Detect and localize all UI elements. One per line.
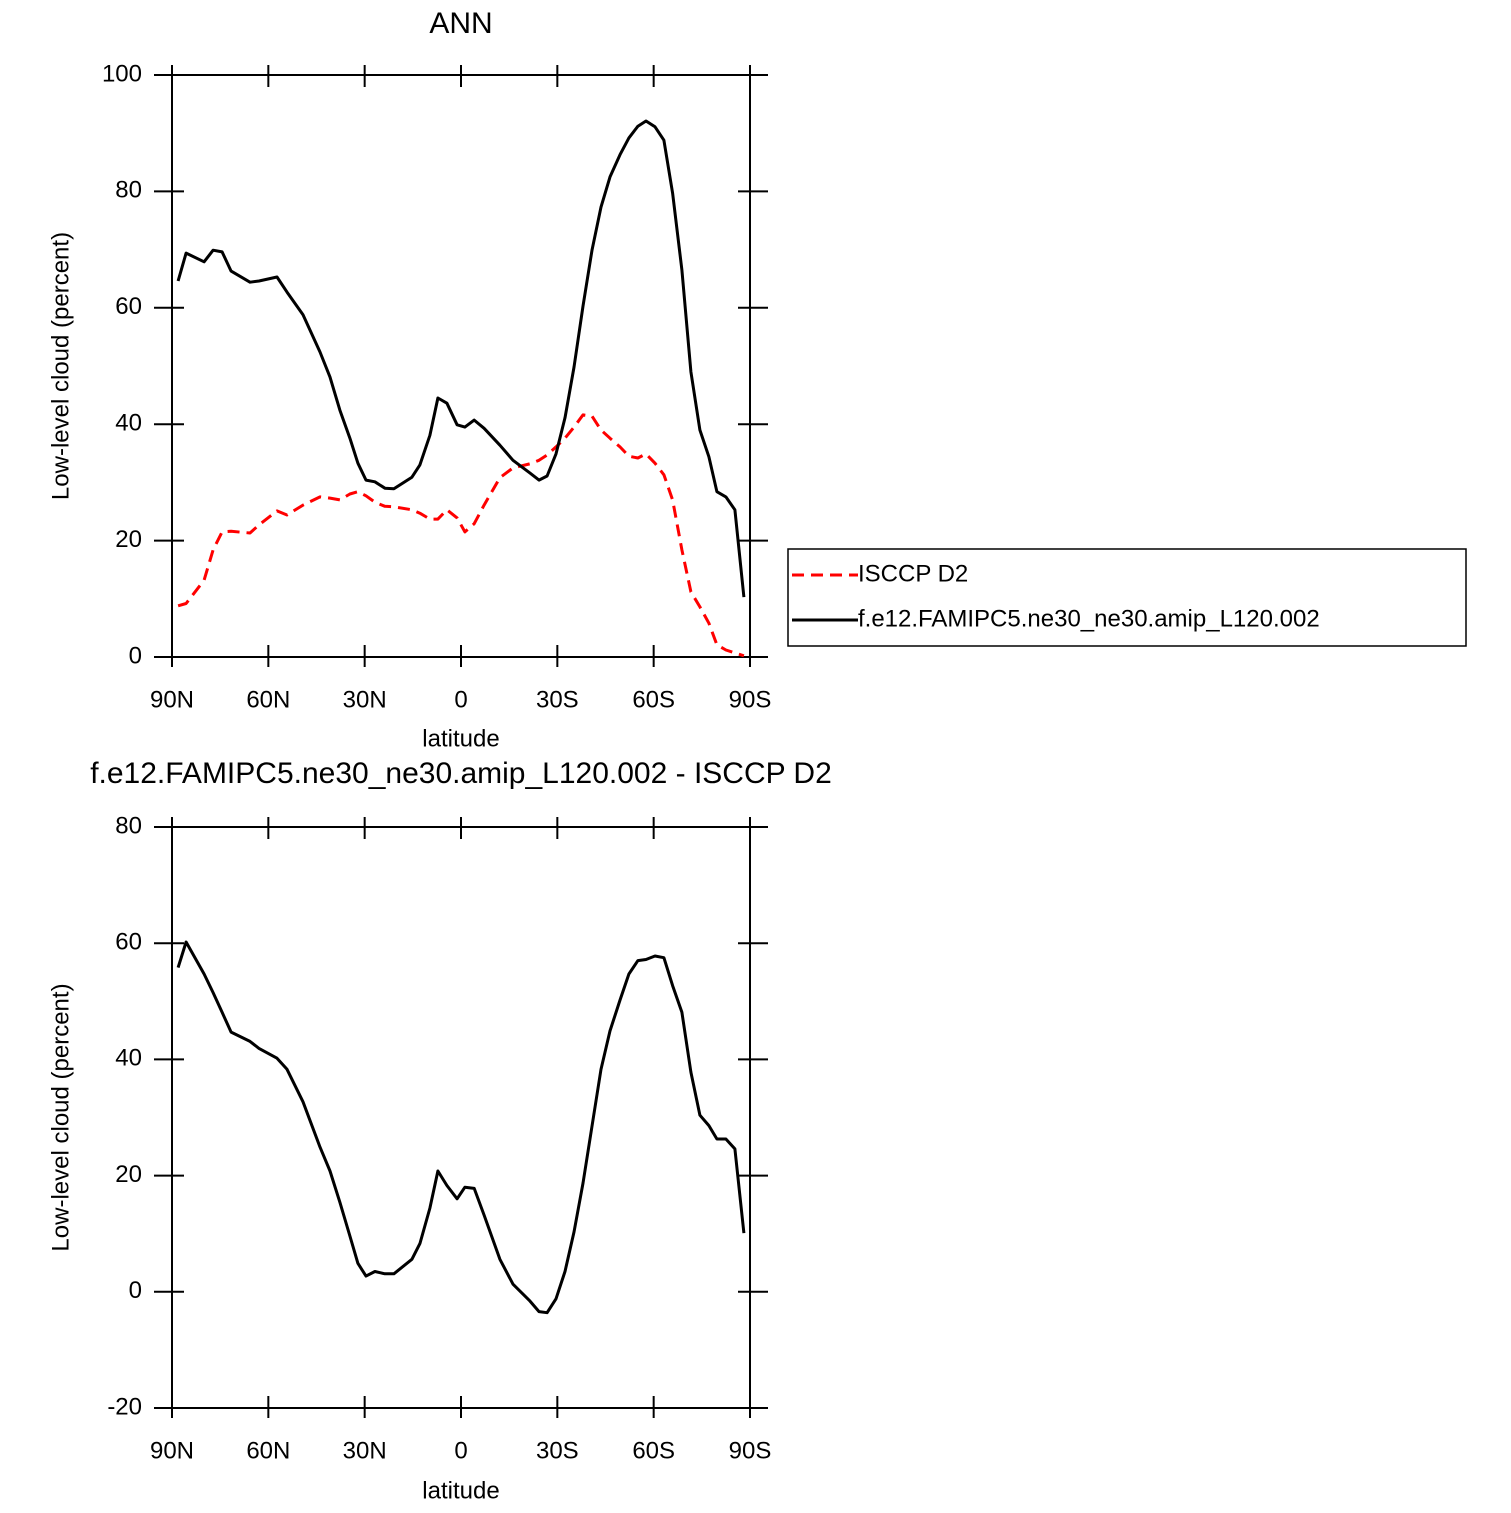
y-axis-title: Low-level cloud (percent) <box>47 983 74 1251</box>
data-line <box>176 119 746 598</box>
x-tick-label: 90S <box>729 1437 772 1464</box>
x-tick-label: 60S <box>632 1437 675 1464</box>
x-tick-label: 90S <box>729 686 772 713</box>
y-axis-title: Low-level cloud (percent) <box>47 232 74 500</box>
x-tick-label: 30N <box>343 1437 387 1464</box>
y-tick-label: 60 <box>115 929 142 956</box>
y-tick-label: 20 <box>115 526 142 553</box>
x-tick-label: 30N <box>343 686 387 713</box>
data-line <box>177 413 745 658</box>
x-tick-label: 60N <box>246 1437 290 1464</box>
legend-box <box>787 548 1467 647</box>
y-tick-label: 0 <box>129 642 142 669</box>
y-tick-label: 80 <box>115 177 142 204</box>
x-tick-label: 30S <box>536 686 579 713</box>
plot-frame <box>171 826 751 1409</box>
y-tick-label: 100 <box>102 60 142 87</box>
x-tick-label: 30S <box>536 1437 579 1464</box>
chart-title: f.e12.FAMIPC5.ne30_ne30.amip_L120.002 - … <box>90 757 832 790</box>
y-tick-label: 80 <box>115 812 142 839</box>
x-tick-label: 60S <box>632 686 675 713</box>
x-tick-label: 90N <box>150 686 194 713</box>
y-tick-label: 20 <box>115 1161 142 1188</box>
x-tick-label: 90N <box>150 1437 194 1464</box>
x-tick-label: 0 <box>454 686 467 713</box>
data-line <box>176 940 746 1315</box>
legend-label: f.e12.FAMIPC5.ne30_ne30.amip_L120.002 <box>858 605 1320 632</box>
x-axis-title: latitude <box>422 725 499 752</box>
y-tick-label: 60 <box>115 293 142 320</box>
legend-label: ISCCP D2 <box>858 560 968 587</box>
chart-title: ANN <box>429 7 492 40</box>
plot-frame <box>171 74 751 658</box>
y-tick-label: 40 <box>115 410 142 437</box>
y-tick-label: -20 <box>107 1393 142 1420</box>
y-tick-label: 0 <box>129 1277 142 1304</box>
x-tick-label: 0 <box>454 1437 467 1464</box>
x-tick-label: 60N <box>246 686 290 713</box>
x-axis-title: latitude <box>422 1477 499 1504</box>
y-tick-label: 40 <box>115 1045 142 1072</box>
